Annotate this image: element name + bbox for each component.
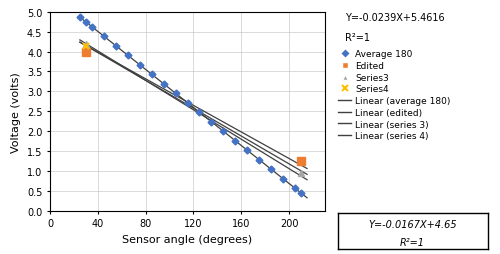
Y-axis label: Voltage (volts): Voltage (volts)	[12, 72, 22, 152]
Legend: Average 180, Edited, Series3, Series4, Linear (average 180), Linear (edited), Li: Average 180, Edited, Series3, Series4, L…	[336, 48, 452, 142]
X-axis label: Sensor angle (degrees): Sensor angle (degrees)	[122, 234, 252, 244]
Text: Y=-0.0167X+4.65: Y=-0.0167X+4.65	[368, 219, 457, 229]
Text: R²=1: R²=1	[345, 33, 370, 43]
Text: Y=-0.0239X+5.4616: Y=-0.0239X+5.4616	[345, 13, 444, 23]
Text: R²=1: R²=1	[400, 237, 425, 247]
